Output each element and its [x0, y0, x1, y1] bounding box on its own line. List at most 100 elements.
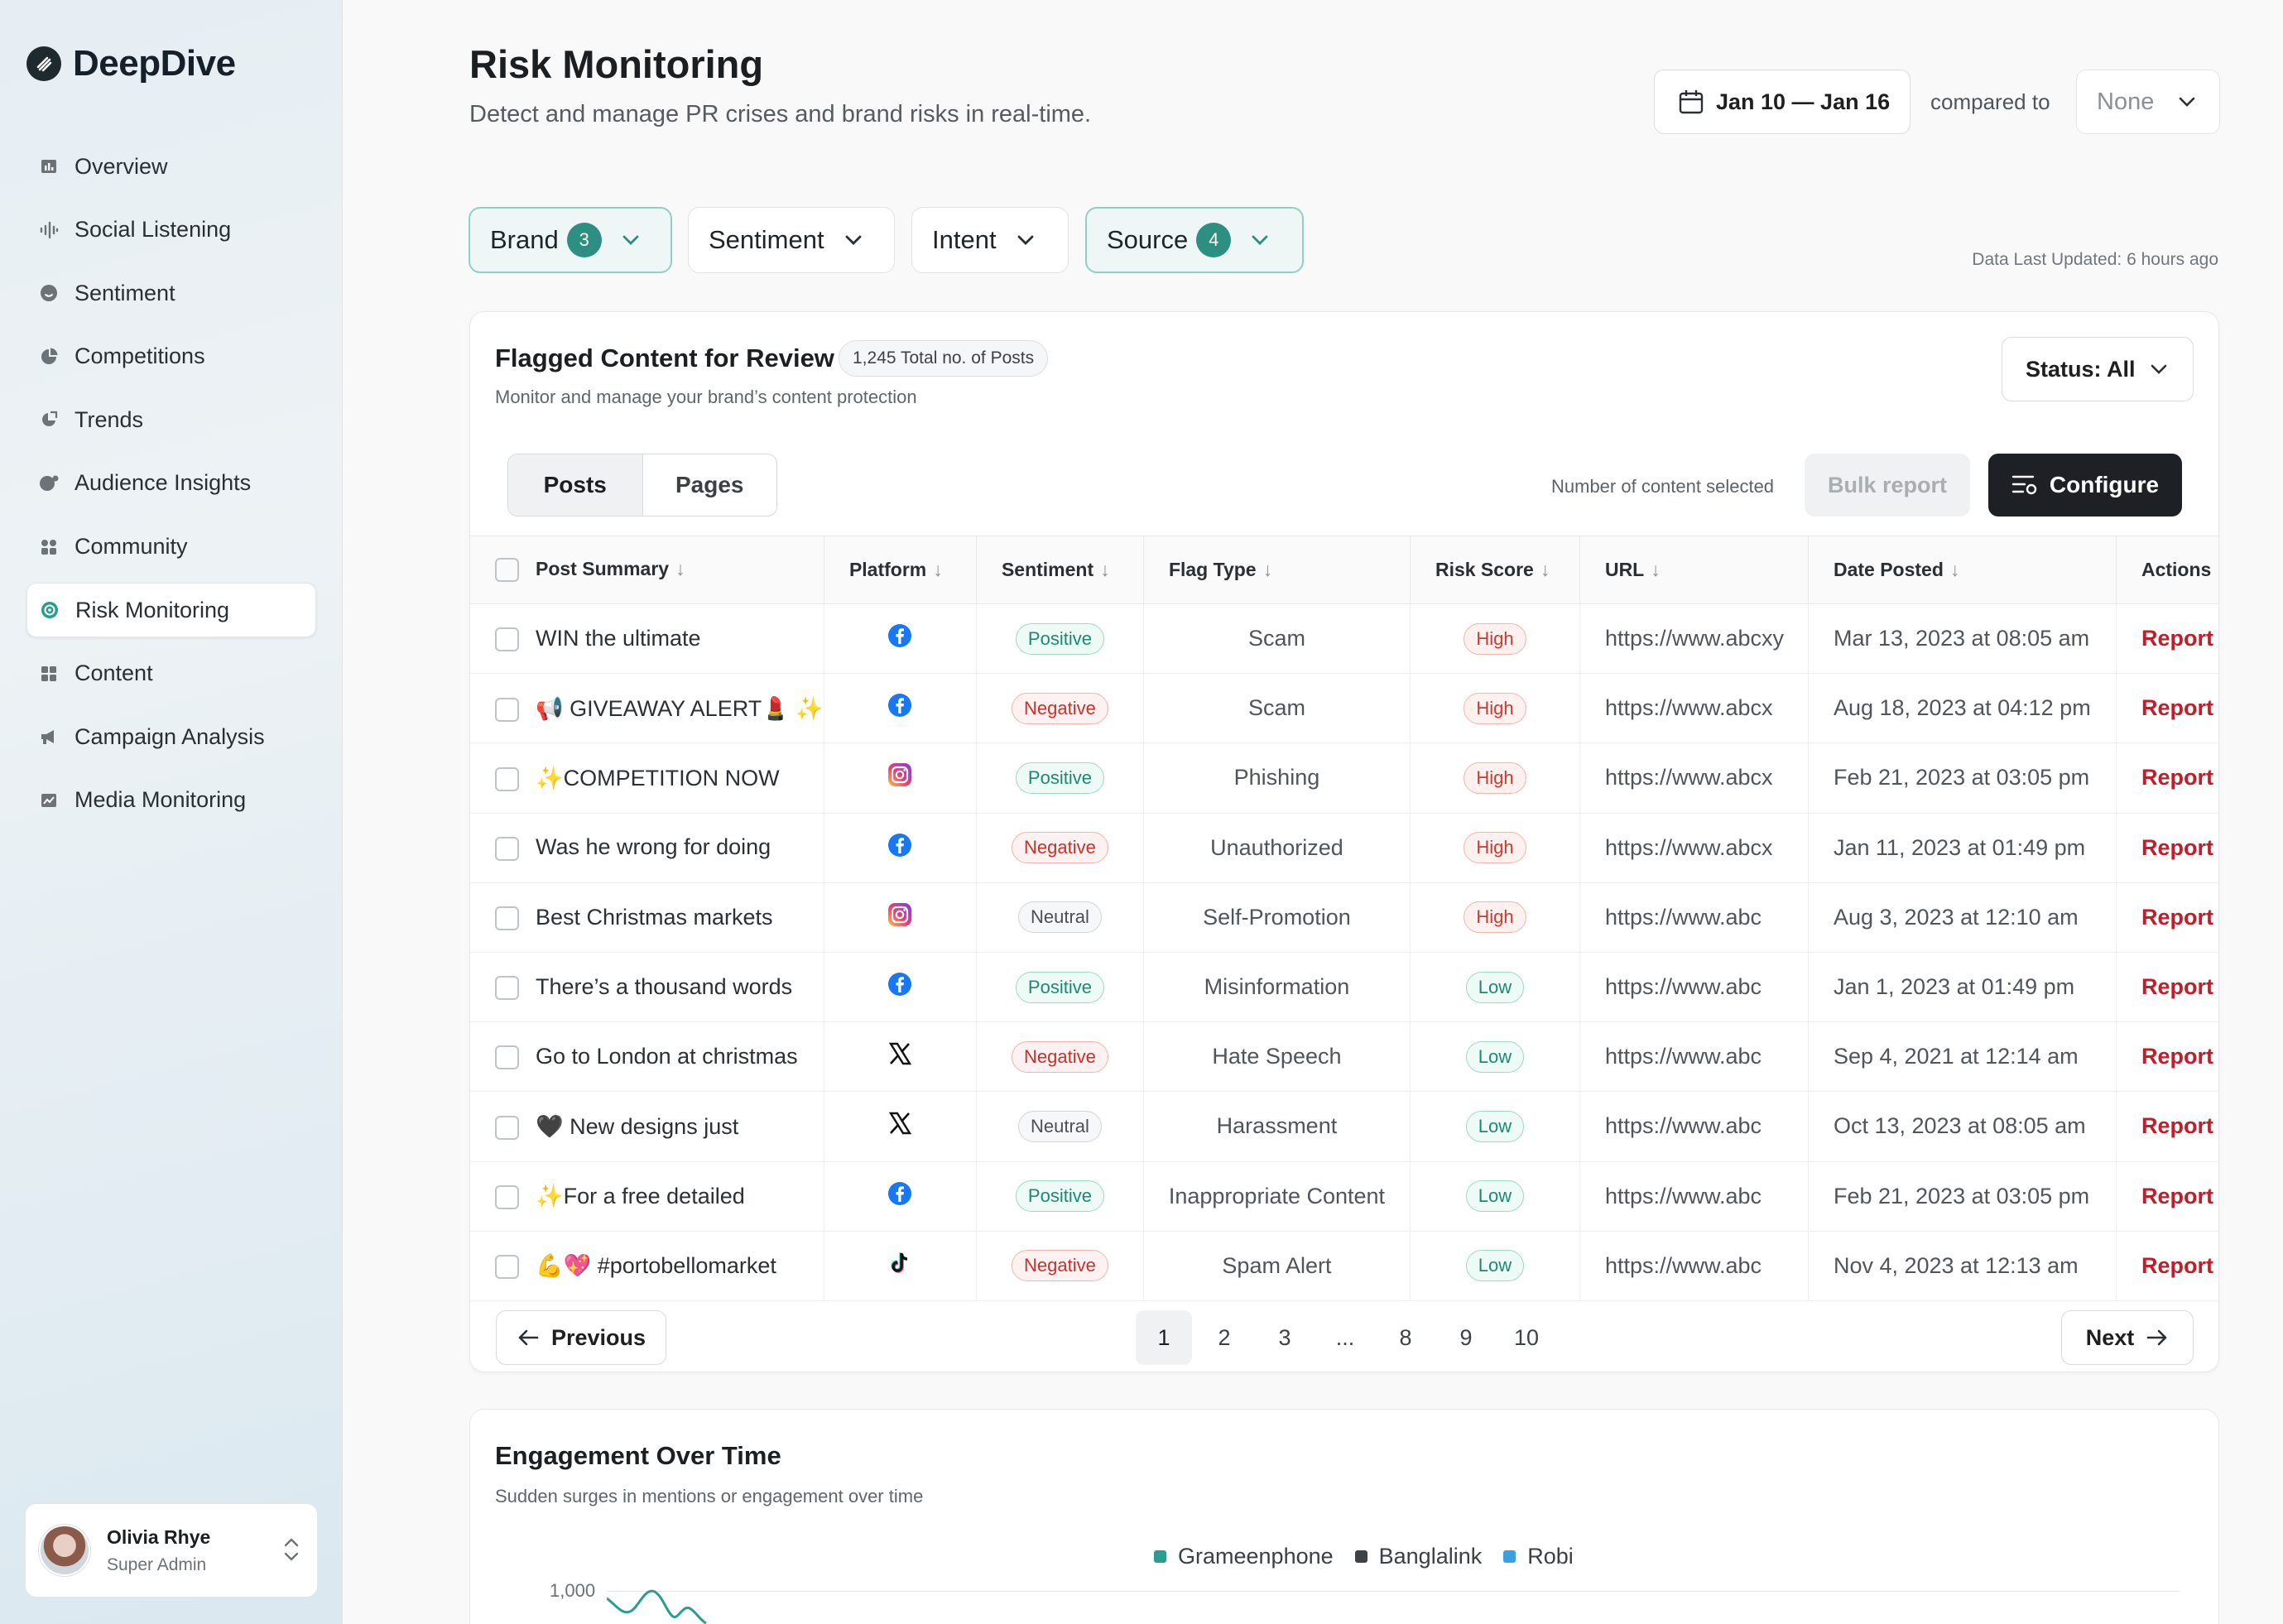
report-button[interactable]: Report: [2141, 1113, 2213, 1139]
filter-brand[interactable]: Brand 3: [469, 207, 672, 273]
cell-post-summary[interactable]: WIN the ultimate: [470, 603, 824, 675]
row-checkbox[interactable]: [495, 697, 519, 722]
page-10[interactable]: 10: [1513, 1324, 1540, 1350]
col-platform[interactable]: Platform ↓: [824, 536, 977, 604]
bulk-report-button[interactable]: Bulk report: [1805, 454, 1970, 517]
row-checkbox[interactable]: [495, 1185, 519, 1210]
brand[interactable]: DeepDive: [26, 43, 236, 84]
row-checkbox[interactable]: [495, 1116, 519, 1141]
legend-item-grameenphone[interactable]: Grameenphone: [1154, 1544, 1334, 1569]
cell-url[interactable]: https://www.abc: [1579, 1231, 1809, 1301]
report-button[interactable]: Report: [2141, 765, 2213, 790]
report-button[interactable]: Report: [2141, 626, 2213, 651]
sidebar-item-campaign-analysis[interactable]: Campaign Analysis: [26, 709, 316, 764]
status-filter-button[interactable]: Status: All: [2002, 337, 2194, 401]
cell-post-summary[interactable]: There’s a thousand words: [470, 952, 824, 1023]
cell-post-summary[interactable]: ✨For a free detailed: [470, 1161, 824, 1232]
select-all-checkbox[interactable]: [495, 558, 519, 583]
page-9[interactable]: 9: [1459, 1324, 1473, 1350]
row-checkbox[interactable]: [495, 767, 519, 792]
legend-item-banglalink[interactable]: Banglalink: [1354, 1544, 1482, 1569]
filter-intent-label: Intent: [932, 225, 997, 254]
tab-pages[interactable]: Pages: [675, 472, 744, 497]
cell-date-posted: Feb 21, 2023 at 03:05 pm: [1808, 1161, 2117, 1232]
legend-item-robi[interactable]: Robi: [1503, 1544, 1574, 1569]
previous-page-button[interactable]: Previous: [496, 1310, 666, 1365]
row-checkbox[interactable]: [495, 1045, 519, 1070]
chevron-up-down-icon[interactable]: [282, 1535, 300, 1568]
sidebar-item-competitions[interactable]: Competitions: [26, 329, 316, 384]
table-row[interactable]: ✨For a free detailed Positive Inappropriat…: [470, 1161, 2218, 1232]
sidebar-item-overview[interactable]: Overview: [26, 139, 316, 194]
col-post-summary[interactable]: Post Summary ↓: [470, 536, 824, 604]
page-2[interactable]: 2: [1218, 1324, 1231, 1350]
compare-select[interactable]: None: [2076, 70, 2220, 134]
report-button[interactable]: Report: [2141, 1252, 2213, 1278]
cell-post-summary[interactable]: Was he wrong for doing: [470, 813, 824, 883]
cell-post-summary[interactable]: ✨COMPETITION NOW: [470, 742, 824, 814]
table-row[interactable]: 💪💖 #portobellomarket Negative Spam Alert Lo…: [470, 1231, 2218, 1301]
row-checkbox[interactable]: [495, 836, 519, 861]
sidebar-item-risk-monitoring[interactable]: Risk Monitoring: [26, 583, 316, 638]
sidebar-item-social-listening[interactable]: Social Listening: [26, 203, 316, 257]
tab-posts[interactable]: Posts: [508, 454, 643, 516]
sidebar-item-trends[interactable]: Trends: [26, 392, 316, 447]
cell-post-summary[interactable]: 🖤 New designs just: [470, 1091, 824, 1162]
cell-url[interactable]: https://www.abc: [1579, 1091, 1809, 1162]
post-summary-text: Best Christmas markets: [536, 904, 773, 930]
col-flag-type[interactable]: Flag Type ↓: [1143, 536, 1411, 604]
row-checkbox[interactable]: [495, 976, 519, 1001]
filter-sentiment[interactable]: Sentiment: [688, 207, 895, 273]
configure-button[interactable]: Configure: [1988, 454, 2182, 517]
cell-url[interactable]: https://www.abcx: [1579, 742, 1809, 814]
next-page-button[interactable]: Next: [2061, 1310, 2194, 1365]
col-risk-score[interactable]: Risk Score ↓: [1410, 536, 1580, 604]
table-row[interactable]: Best Christmas markets Neutral Self-Promot…: [470, 882, 2218, 953]
date-range-button[interactable]: Jan 10 — Jan 16: [1654, 70, 1911, 134]
table-row[interactable]: 🖤 New designs just Neutral Harassment Low ht…: [470, 1091, 2218, 1162]
filter-intent[interactable]: Intent: [911, 207, 1069, 273]
report-button[interactable]: Report: [2141, 1183, 2213, 1208]
cell-post-summary[interactable]: Best Christmas markets: [470, 882, 824, 953]
table-row[interactable]: ✨COMPETITION NOW Positive Phishing High http…: [470, 742, 2218, 814]
filter-source[interactable]: Source 4: [1085, 207, 1304, 273]
cell-url[interactable]: https://www.abcxy: [1579, 603, 1809, 675]
sidebar-item-sentiment[interactable]: Sentiment: [26, 266, 316, 320]
page-1[interactable]: 1: [1136, 1310, 1192, 1365]
page-3[interactable]: 3: [1278, 1324, 1291, 1350]
report-button[interactable]: Report: [2141, 1044, 2213, 1069]
cell-url[interactable]: https://www.abcx: [1579, 673, 1809, 744]
col-sentiment[interactable]: Sentiment ↓: [976, 536, 1144, 604]
cell-post-summary[interactable]: 💪💖 #portobellomarket: [470, 1231, 824, 1301]
row-checkbox[interactable]: [495, 906, 519, 931]
report-button[interactable]: Report: [2141, 834, 2213, 860]
cell-url[interactable]: https://www.abc: [1579, 1161, 1809, 1232]
table-row[interactable]: Go to London at christmas Negative Hate Sp…: [470, 1021, 2218, 1093]
row-checkbox[interactable]: [495, 1255, 519, 1280]
sidebar-item-media-monitoring[interactable]: Media Monitoring: [26, 773, 316, 828]
sidebar-item-audience-insights[interactable]: Audience Insights: [26, 456, 316, 511]
cell-post-summary[interactable]: 📢 GIVEAWAY ALERT💄 ✨: [470, 673, 824, 744]
cell-url[interactable]: https://www.abc: [1579, 1021, 1809, 1093]
cell-post-summary[interactable]: Go to London at christmas: [470, 1021, 824, 1093]
sidebar-item-label: Community: [74, 534, 188, 560]
cell-url[interactable]: https://www.abc: [1579, 882, 1809, 953]
cell-url[interactable]: https://www.abcx: [1579, 813, 1809, 883]
sidebar-item-community[interactable]: Community: [26, 520, 316, 574]
table-row[interactable]: There’s a thousand words Positive Misinfor…: [470, 952, 2218, 1023]
report-button[interactable]: Report: [2141, 695, 2213, 721]
col-label: Post Summary: [536, 557, 670, 579]
user-card[interactable]: Olivia Rhye Super Admin: [25, 1503, 318, 1598]
table-row[interactable]: Was he wrong for doing Negative Unauthoriz…: [470, 813, 2218, 883]
x-icon: [887, 1041, 912, 1066]
col-date-posted[interactable]: Date Posted ↓: [1808, 536, 2117, 604]
page-8[interactable]: 8: [1399, 1324, 1412, 1350]
table-row[interactable]: 📢 GIVEAWAY ALERT💄 ✨ Negative Scam High https…: [470, 673, 2218, 744]
report-button[interactable]: Report: [2141, 904, 2213, 930]
cell-url[interactable]: https://www.abc: [1579, 952, 1809, 1023]
table-row[interactable]: WIN the ultimate Positive Scam High https://…: [470, 603, 2218, 675]
col-url[interactable]: URL ↓: [1579, 536, 1809, 604]
sidebar-item-content[interactable]: Content: [26, 646, 316, 701]
report-button[interactable]: Report: [2141, 974, 2213, 1000]
row-checkbox[interactable]: [495, 627, 519, 652]
